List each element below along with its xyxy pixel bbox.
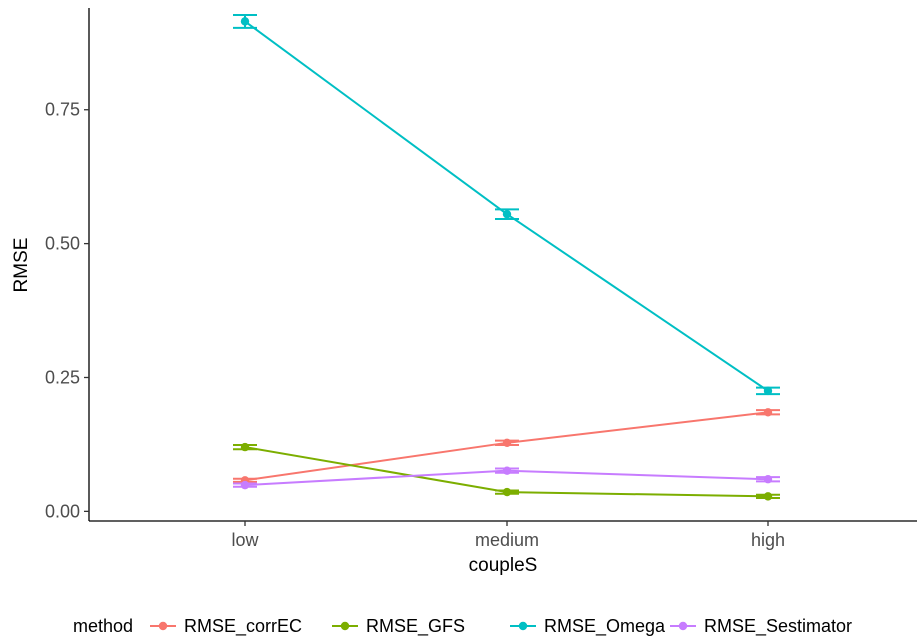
x-axis-title: coupleS: [469, 555, 538, 576]
y-tick-label: 0.75: [45, 100, 80, 120]
data-point: [240, 17, 250, 26]
x-tick-label: low: [231, 530, 259, 550]
legend-item-RMSE_GFS: RMSE_GFS: [332, 616, 465, 637]
data-point: [502, 209, 512, 219]
y-tick-label: 0.25: [45, 367, 80, 387]
series-RMSE_Omega: [233, 13, 780, 396]
series-line: [244, 20, 769, 392]
legend-key-point: [518, 621, 528, 631]
x-tick-label: high: [751, 530, 785, 550]
x-ticks: low medium high: [231, 521, 785, 550]
legend-key-point: [678, 621, 688, 631]
y-tick-label: 0.50: [45, 234, 80, 254]
data-point: [763, 408, 773, 417]
legend-item-RMSE_Sestimator: RMSE_Sestimator: [670, 616, 852, 637]
y-axis-title: RMSE: [11, 238, 32, 293]
series-layer: [233, 13, 780, 501]
series-RMSE_GFS: [233, 442, 780, 501]
legend-key-point: [158, 621, 168, 631]
data-point: [240, 480, 250, 490]
data-point: [763, 475, 773, 484]
legend-key-point: [340, 621, 350, 631]
data-point: [502, 466, 512, 475]
y-ticks: 0.00 0.25 0.50 0.75: [45, 100, 89, 521]
legend-title: method: [73, 616, 133, 636]
legend: method RMSE_corrEC RMSE_GFS RMSE_Omega RMSE…: [73, 616, 852, 637]
legend-item-RMSE_corrEC: RMSE_corrEC: [150, 616, 302, 637]
chart-axes: [88, 8, 917, 522]
legend-item-RMSE_Omega: RMSE_Omega: [510, 616, 666, 637]
data-point: [502, 487, 512, 497]
legend-label: RMSE_GFS: [366, 616, 465, 637]
data-point: [763, 386, 773, 396]
data-point: [763, 492, 773, 501]
x-tick-label: medium: [475, 530, 539, 550]
y-tick-label: 0.00: [45, 501, 80, 521]
series-RMSE_Sestimator: [233, 466, 780, 490]
legend-label: RMSE_Omega: [544, 616, 666, 637]
data-point: [240, 442, 250, 452]
data-point: [502, 438, 512, 448]
legend-label: RMSE_Sestimator: [704, 616, 852, 637]
legend-label: RMSE_corrEC: [184, 616, 302, 637]
